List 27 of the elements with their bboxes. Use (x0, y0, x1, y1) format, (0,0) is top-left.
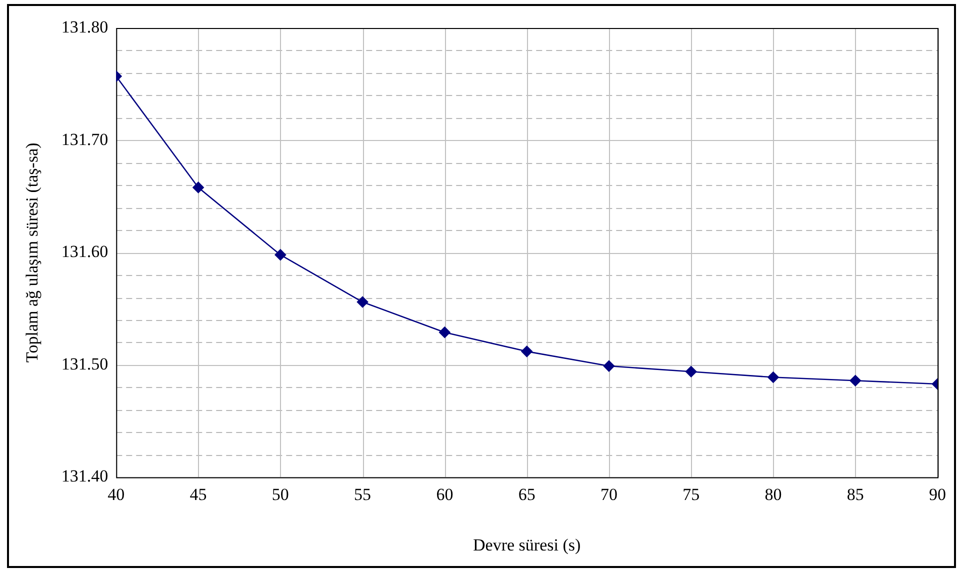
x-tick-label: 80 (764, 484, 782, 504)
y-tick-label: 131.50 (61, 354, 108, 374)
point (603, 360, 615, 372)
x-tick-label: 65 (518, 484, 536, 504)
x-axis-title: Devre süresi (s) (473, 535, 581, 554)
y-tick-label: 131.70 (61, 130, 108, 149)
x-tick-label: 60 (436, 484, 454, 504)
point (850, 374, 862, 386)
point (521, 346, 532, 358)
point (768, 372, 779, 383)
x-tick-label: 85 (846, 484, 864, 504)
point (685, 366, 697, 378)
x-tick-label: 75 (682, 484, 700, 504)
point (192, 182, 204, 194)
y-tick-label: 131.60 (61, 242, 108, 262)
point (356, 296, 368, 308)
point (274, 249, 286, 260)
x-tick-label: 50 (272, 484, 289, 504)
x-tick-label: 90 (929, 484, 946, 504)
y-tick-label: 131.40 (61, 466, 108, 486)
point (439, 326, 450, 338)
x-tick-label: 70 (600, 484, 618, 504)
x-tick-label: 40 (108, 484, 125, 504)
x-tick-label: 45 (190, 484, 207, 504)
y-axis-title: Toplam ağ ulaşım süresi (taş-sa) (22, 142, 42, 362)
x-tick-label: 55 (354, 484, 372, 504)
y-tick-label: 131.80 (61, 17, 108, 36)
